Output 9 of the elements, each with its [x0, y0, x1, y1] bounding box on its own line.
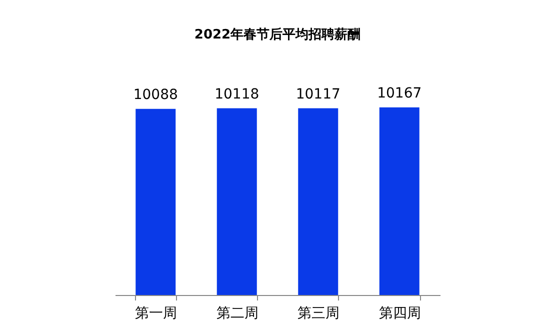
x-tick-label: 第三周 [298, 306, 340, 322]
x-tick-label: 第四周 [378, 306, 421, 322]
data-label: 10088 [133, 86, 178, 103]
x-tick-label: 第二周 [216, 306, 258, 322]
data-label: 10167 [377, 85, 422, 102]
chart-title: 2022年春节后平均招聘薪酬 [194, 26, 361, 42]
data-label: 10117 [296, 86, 340, 102]
data-label: 10118 [214, 86, 260, 102]
x-tick-label: 第一周 [135, 306, 178, 322]
